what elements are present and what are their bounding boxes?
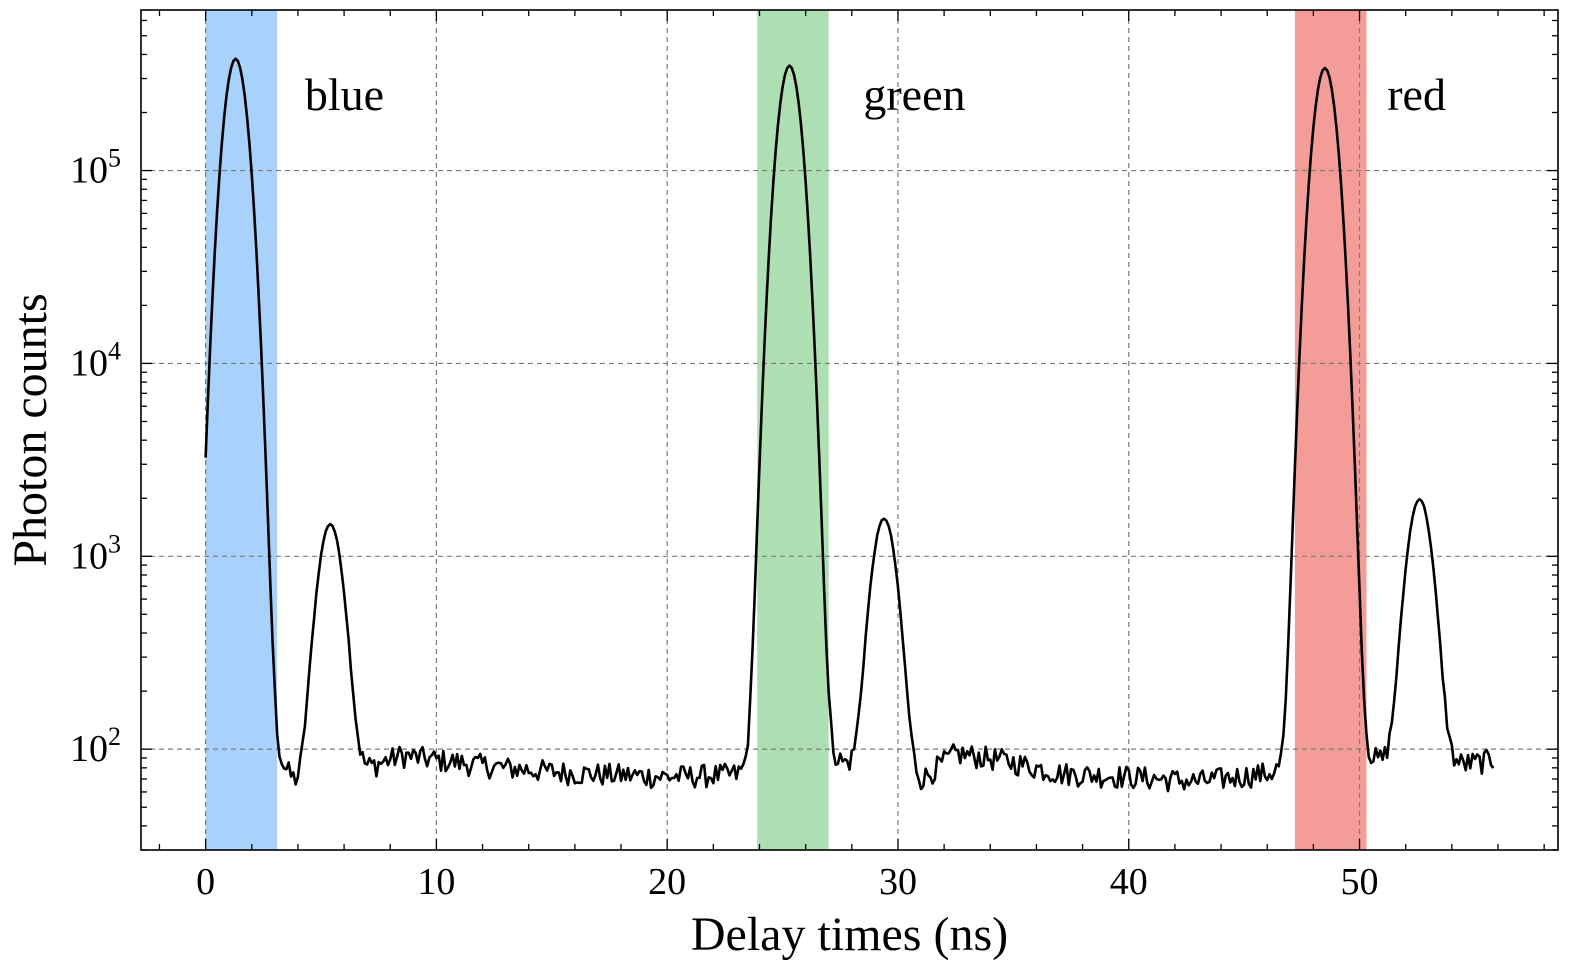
region-label-blue: blue <box>305 69 384 120</box>
x-axis-title: Delay times (ns) <box>691 908 1008 961</box>
y-tick-label: 105 <box>70 144 121 192</box>
y-tick-base: 10 <box>70 728 108 770</box>
y-tick-label: 102 <box>70 722 121 770</box>
x-tick-label: 10 <box>417 861 455 903</box>
x-tick-labels: 0 10 20 30 40 50 <box>196 861 1378 903</box>
x-tick-label: 0 <box>196 861 215 903</box>
region-band-red <box>1294 10 1367 850</box>
grid-lines <box>141 10 1558 850</box>
region-label-red: red <box>1387 69 1446 120</box>
y-axis-title: Photon counts <box>4 293 57 566</box>
axis-ticks <box>141 10 1558 851</box>
x-tick-label: 20 <box>648 861 686 903</box>
y-tick-exponent: 2 <box>108 722 121 751</box>
y-tick-label: 104 <box>70 336 121 384</box>
x-tick-label: 30 <box>879 861 917 903</box>
y-tick-base: 10 <box>70 342 108 384</box>
region-band-green <box>757 10 829 850</box>
y-tick-exponent: 4 <box>108 336 121 365</box>
y-tick-exponent: 5 <box>108 144 121 173</box>
y-tick-base: 10 <box>70 535 108 577</box>
region-band-blue <box>205 10 278 850</box>
highlight-regions <box>205 10 1367 850</box>
photon-counts-curve <box>204 57 1495 793</box>
y-tick-base: 10 <box>70 150 108 192</box>
y-tick-label: 103 <box>70 529 121 577</box>
x-tick-label: 50 <box>1341 861 1379 903</box>
region-label-green: green <box>863 69 965 120</box>
plot-frame <box>140 9 1559 851</box>
x-tick-label: 40 <box>1110 861 1148 903</box>
y-tick-exponent: 3 <box>108 529 121 558</box>
region-labels: blue green red <box>305 69 1446 120</box>
